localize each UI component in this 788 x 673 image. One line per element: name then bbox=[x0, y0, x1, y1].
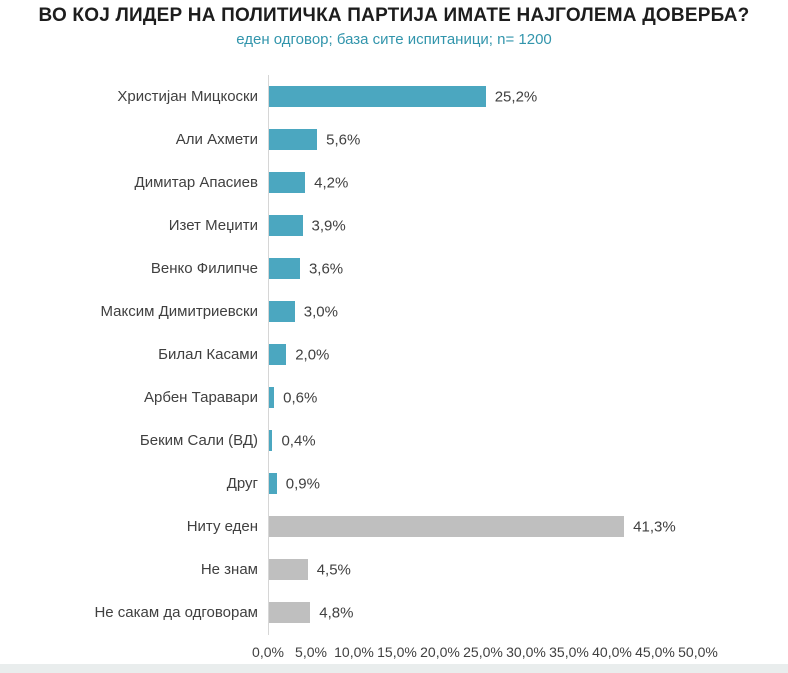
bar-teal bbox=[269, 473, 277, 494]
bar-chart: Христијан Мицкоски 25,2% Али Ахмети 5,6% Дим… bbox=[0, 75, 788, 635]
bar-teal bbox=[269, 430, 273, 451]
category-label: Ниту еден bbox=[186, 518, 258, 535]
bar-track: 5,6% bbox=[269, 129, 699, 150]
chart-row: Билал Касами 2,0% bbox=[0, 333, 788, 376]
page-subtitle: еден одговор; база сите испитаници; n= 1… bbox=[236, 31, 552, 48]
category-label: Билал Касами bbox=[158, 346, 258, 363]
bar-teal bbox=[269, 258, 300, 279]
axis-tick-label: 40,0% bbox=[592, 644, 632, 660]
bar-teal bbox=[269, 172, 306, 193]
chart-row: Ниту еден 41,3% bbox=[0, 505, 788, 548]
chart-row: Друг 0,9% bbox=[0, 462, 788, 505]
bar-track: 3,0% bbox=[269, 301, 699, 322]
page-title: ВО КОЈ ЛИДЕР НА ПОЛИТИЧКА ПАРТИЈА ИМАТЕ … bbox=[38, 5, 750, 26]
bar-track: 4,2% bbox=[269, 172, 699, 193]
axis-tick-label: 30,0% bbox=[506, 644, 546, 660]
bar-track: 4,5% bbox=[269, 559, 699, 580]
bar-track: 25,2% bbox=[269, 86, 699, 107]
value-label: 41,3% bbox=[633, 518, 676, 535]
bar-gray bbox=[269, 516, 625, 537]
x-axis-ticks: 0,0% 5,0% 10,0% 15,0% 20,0% 25,0% 30,0% 35,0% 40… bbox=[252, 644, 718, 662]
value-label: 3,6% bbox=[308, 260, 344, 277]
chart-row: Максим Димитриевски 3,0% bbox=[0, 290, 788, 333]
category-label: Максим Димитриевски bbox=[100, 303, 259, 320]
value-label: 0,6% bbox=[283, 389, 318, 406]
category-label: Христијан Мицкоски bbox=[117, 88, 258, 105]
axis-tick-label: 45,0% bbox=[635, 644, 675, 660]
chart-row: Беким Сали (ВД) 0,4% bbox=[0, 419, 788, 462]
value-label: 3,9% bbox=[311, 217, 346, 234]
category-label: Не сакам да одговорам bbox=[94, 604, 258, 621]
bar-gray bbox=[269, 602, 311, 623]
axis-tick-label: 15,0% bbox=[377, 644, 417, 660]
category-label: Не знам bbox=[200, 561, 258, 578]
category-label: Изет Меџити bbox=[168, 217, 258, 234]
bar-track: 3,9% bbox=[269, 215, 699, 236]
value-label: 4,5% bbox=[316, 561, 351, 578]
bar-teal bbox=[269, 86, 486, 107]
chart-row: Венко Филипче 3,6% bbox=[0, 247, 788, 290]
bar-teal bbox=[269, 301, 295, 322]
chart-row: Не сакам да одговорам 4,8% bbox=[0, 591, 788, 634]
chart-row: Арбен Таравари 0,6% bbox=[0, 376, 788, 419]
chart-row: Али Ахмети 5,6% bbox=[0, 118, 788, 161]
bar-track: 0,9% bbox=[269, 473, 699, 494]
axis-tick-label: 25,0% bbox=[463, 644, 503, 660]
value-label: 0,4% bbox=[281, 432, 316, 449]
axis-tick-label: 20,0% bbox=[420, 644, 460, 660]
chart-rows: Христијан Мицкоски 25,2% Али Ахмети 5,6% Дим… bbox=[0, 75, 788, 634]
category-label: Венко Филипче bbox=[150, 260, 258, 277]
y-axis-line bbox=[268, 75, 269, 635]
bar-teal bbox=[269, 129, 318, 150]
bottom-strip bbox=[0, 664, 788, 673]
bar-track: 0,4% bbox=[269, 430, 699, 451]
value-label: 5,6% bbox=[326, 131, 361, 148]
bar-track: 0,6% bbox=[269, 387, 699, 408]
value-label: 3,0% bbox=[303, 303, 338, 320]
bar-track: 4,8% bbox=[269, 602, 699, 623]
value-label: 4,2% bbox=[314, 174, 349, 191]
bar-teal bbox=[269, 387, 275, 408]
axis-tick-label: 5,0% bbox=[295, 644, 327, 660]
category-label: Али Ахмети bbox=[175, 131, 258, 148]
chart-row: Не знам 4,5% bbox=[0, 548, 788, 591]
value-label: 0,9% bbox=[285, 475, 320, 492]
category-label: Димитар Апасиев bbox=[134, 174, 258, 191]
value-label: 2,0% bbox=[295, 346, 330, 363]
category-label: Друг bbox=[226, 475, 258, 492]
axis-tick-label: 35,0% bbox=[549, 644, 589, 660]
bar-gray bbox=[269, 559, 308, 580]
bar-track: 41,3% bbox=[269, 516, 699, 537]
bar-teal bbox=[269, 215, 303, 236]
bar-teal bbox=[269, 344, 287, 365]
chart-row: Димитар Апасиев 4,2% bbox=[0, 161, 788, 204]
value-label: 25,2% bbox=[494, 88, 538, 105]
bar-track: 2,0% bbox=[269, 344, 699, 365]
bar-track: 3,6% bbox=[269, 258, 699, 279]
value-label: 4,8% bbox=[319, 604, 354, 621]
category-label: Беким Сали (ВД) bbox=[139, 432, 258, 449]
category-label: Арбен Таравари bbox=[144, 389, 258, 406]
axis-tick-label: 10,0% bbox=[334, 644, 374, 660]
axis-tick-label: 0,0% bbox=[252, 644, 284, 660]
axis-tick-label: 50,0% bbox=[678, 644, 718, 660]
chart-row: Изет Меџити 3,9% bbox=[0, 204, 788, 247]
chart-row: Христијан Мицкоски 25,2% bbox=[0, 75, 788, 118]
